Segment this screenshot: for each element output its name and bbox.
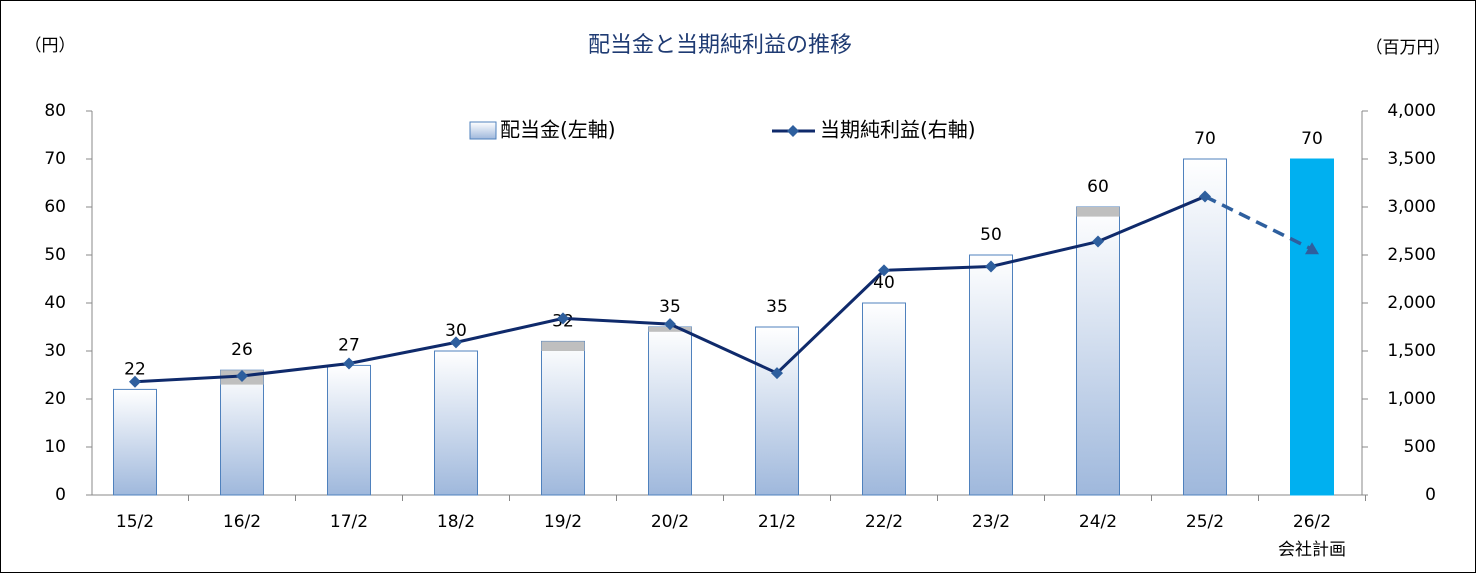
bar: [220, 369, 264, 496]
bar: [755, 326, 799, 496]
forecast-line: [1204, 194, 1313, 251]
bar-value-label: 35: [766, 297, 788, 317]
marker: [1199, 190, 1211, 203]
bar-value-label: 70: [1194, 129, 1216, 149]
marker: [985, 260, 997, 273]
marker: [664, 318, 676, 331]
y2-tick-label: 1,500: [1387, 341, 1436, 361]
bar: [862, 302, 906, 496]
x-tick-label: 23/2: [972, 512, 1010, 532]
y2-tick-label: 500: [1404, 437, 1436, 457]
x-tick-label: 19/2: [544, 512, 582, 532]
bar: [648, 326, 692, 496]
y-axis-label: （円）: [25, 36, 76, 56]
legend-marker: [787, 125, 799, 137]
y2-tick-label: 4,000: [1387, 101, 1436, 121]
marker: [236, 369, 248, 382]
bar: [1183, 158, 1227, 496]
marker: [878, 264, 890, 277]
forecast-marker: [1305, 242, 1319, 255]
y-tick-label: 60: [44, 197, 66, 217]
bar-value-label: 22: [124, 359, 146, 379]
bar-value-label: 60: [1087, 177, 1109, 197]
y2-tick-label: 1,000: [1387, 389, 1436, 409]
special-dividend: [1076, 207, 1120, 217]
y-tick-label: 50: [44, 245, 66, 265]
x-tick-label: 25/2: [1186, 512, 1224, 532]
marker: [1092, 235, 1104, 248]
y2-tick-label: 2,500: [1387, 245, 1436, 265]
bar-value-label: 50: [980, 225, 1002, 245]
bar-value-label: 27: [338, 335, 360, 355]
y-tick-label: 30: [44, 341, 66, 361]
x-tick-label: 20/2: [651, 512, 689, 532]
marker: [343, 357, 355, 370]
legend-label: 当期純利益(右軸): [820, 118, 976, 142]
bar: [434, 350, 478, 496]
x-tick-label: 22/2: [865, 512, 903, 532]
bar-value-label: 40: [873, 273, 895, 293]
x-tick-label: 21/2: [758, 512, 796, 532]
y2-axis-label: （百万円）: [1366, 38, 1451, 58]
y-tick-label: 10: [44, 437, 66, 457]
y-tick-label: 80: [44, 101, 66, 121]
legend-swatch: [469, 121, 497, 140]
bar-value-label: 35: [659, 297, 681, 317]
legend-label: 配当金(左軸): [500, 118, 616, 142]
bar: [113, 388, 157, 496]
bar: [327, 364, 371, 496]
y2-tick-label: 3,000: [1387, 197, 1436, 217]
bar: [1076, 206, 1120, 496]
forecast-label: 会社計画: [1278, 540, 1346, 560]
x-tick-label: 16/2: [223, 512, 261, 532]
marker: [557, 312, 569, 325]
chart-title: 配当金と当期純利益の推移: [588, 33, 852, 58]
x-tick-label: 15/2: [116, 512, 154, 532]
y-tick-label: 20: [44, 389, 66, 409]
marker: [771, 367, 783, 380]
bar: [541, 340, 585, 496]
marker: [450, 336, 462, 349]
bar: [969, 254, 1013, 496]
y-tick-label: 70: [44, 149, 66, 169]
bar-value-label: 70: [1301, 129, 1323, 149]
y2-tick-label: 3,500: [1387, 149, 1436, 169]
y2-tick-label: 0: [1425, 485, 1436, 505]
marker: [129, 375, 141, 388]
x-tick-label: 17/2: [330, 512, 368, 532]
y2-tick-label: 2,000: [1387, 293, 1436, 313]
y-tick-label: 40: [44, 293, 66, 313]
bar: [1290, 158, 1334, 496]
bar-value-label: 26: [231, 340, 253, 360]
special-dividend: [541, 341, 585, 351]
x-tick-label: 26/2: [1293, 512, 1331, 532]
y-tick-label: 0: [55, 485, 66, 505]
x-tick-label: 24/2: [1079, 512, 1117, 532]
bar-value-label: 30: [445, 321, 467, 341]
x-tick-label: 18/2: [437, 512, 475, 532]
